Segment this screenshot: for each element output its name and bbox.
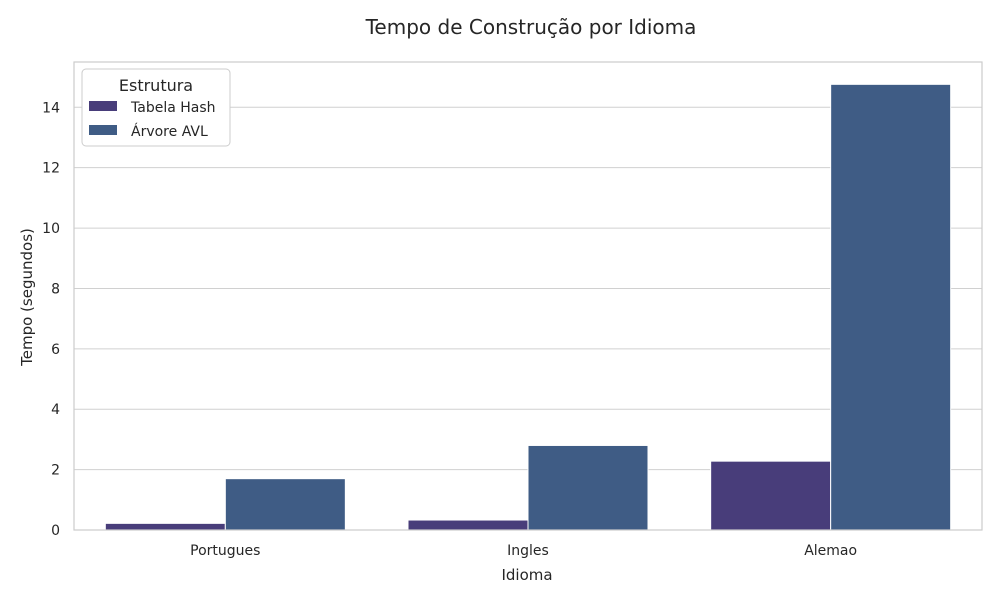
- bar-ingles-tabela-hash: [407, 519, 529, 531]
- y-axis-ticks: 0 2 4 6 8 10 12 14: [42, 100, 60, 539]
- bar-alemao-tabela-hash: [710, 460, 832, 531]
- legend-label-arvore-avl: Árvore AVL: [131, 123, 208, 140]
- plot-frame: [73, 61, 983, 531]
- x-axis-title: Idioma: [501, 566, 552, 584]
- y-tick-label: 12: [42, 161, 60, 177]
- y-tick-label: 2: [51, 463, 60, 479]
- legend-title: Estrutura: [119, 76, 193, 95]
- legend-swatch-tabela-hash: [89, 101, 117, 111]
- y-tick-label: 0: [51, 523, 60, 539]
- y-axis-title: Tempo (segundos): [18, 228, 36, 367]
- y-tick-label: 8: [51, 281, 60, 297]
- bar-portugues-tabela-hash: [104, 522, 226, 531]
- legend: Estrutura Tabela Hash Árvore AVL: [81, 68, 231, 147]
- legend-swatch-arvore-avl: [89, 125, 117, 135]
- x-tick-label: Portugues: [190, 543, 260, 559]
- chart-title: Tempo de Construção por Idioma: [365, 15, 697, 39]
- y-tick-label: 6: [51, 342, 60, 358]
- y-tick-label: 14: [42, 100, 60, 116]
- x-axis-ticks: Portugues Ingles Alemao: [190, 543, 857, 559]
- x-tick-label: Alemao: [804, 543, 857, 559]
- x-tick-label: Ingles: [507, 543, 549, 559]
- bar-ingles-arvore-avl: [527, 444, 649, 531]
- y-tick-label: 10: [42, 221, 60, 237]
- bar-portugues-arvore-avl: [224, 478, 346, 531]
- y-tick-label: 4: [51, 402, 60, 418]
- legend-box: [81, 68, 231, 147]
- legend-label-tabela-hash: Tabela Hash: [130, 100, 216, 116]
- bar-alemao-arvore-avl: [830, 83, 952, 531]
